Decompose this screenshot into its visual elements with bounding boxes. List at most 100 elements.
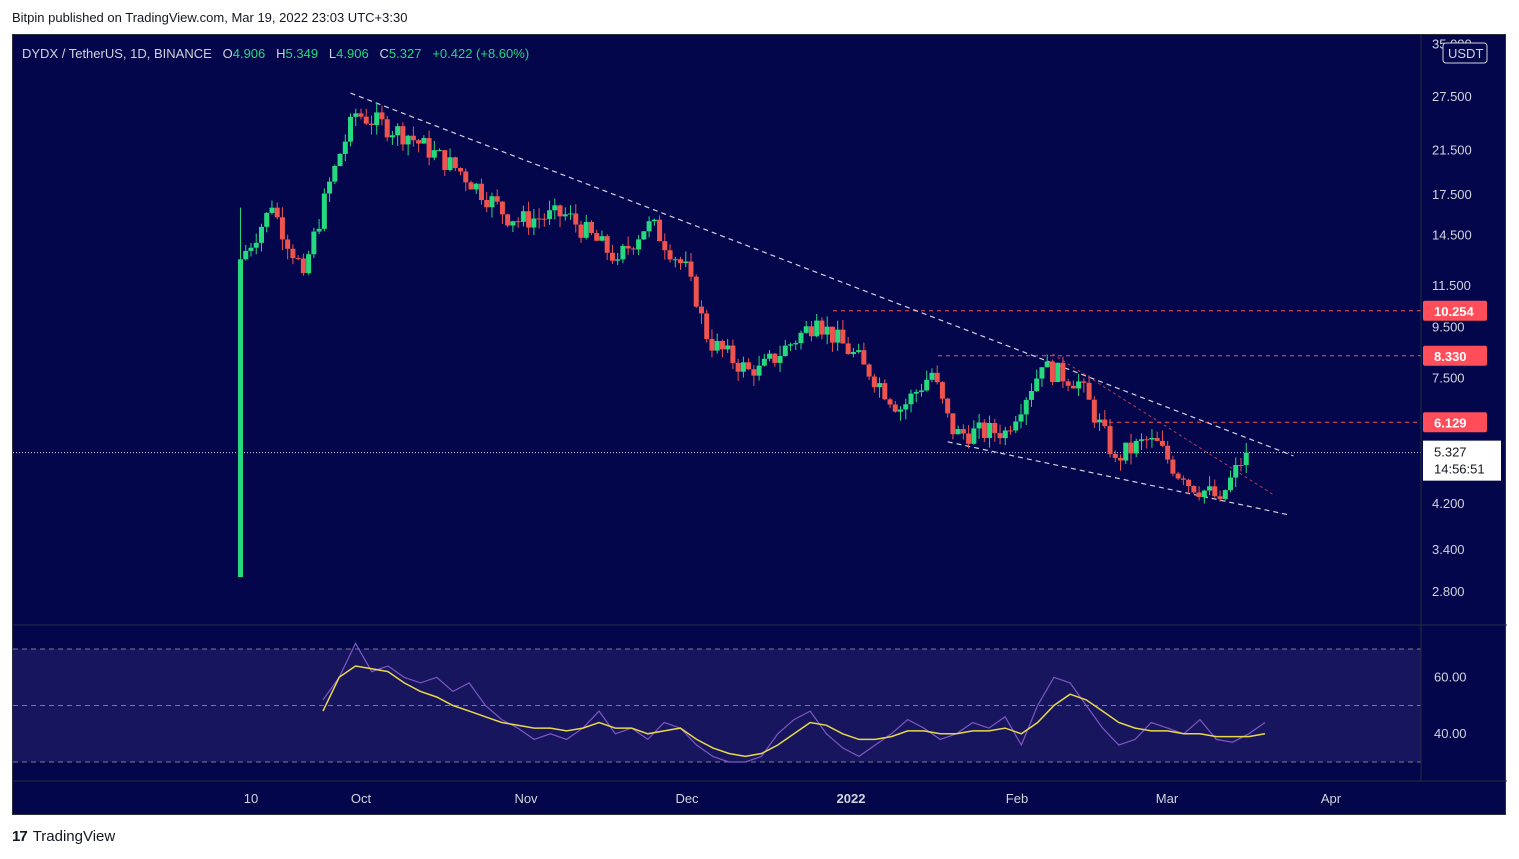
candle-body — [248, 247, 254, 251]
trendline-layer — [13, 92, 1421, 516]
candle-body — [767, 353, 773, 359]
candle-body — [615, 259, 621, 261]
candle-body — [1128, 442, 1134, 454]
candle-body — [1212, 486, 1218, 497]
time-tick-label: Oct — [351, 791, 372, 806]
symbol-legend: DYDX / TetherUS, 1D, BINANCE O4.906 H5.3… — [22, 46, 529, 61]
candle-body — [1065, 381, 1071, 386]
candle-body — [510, 221, 516, 226]
candle-body — [557, 205, 563, 217]
candle-body — [468, 182, 474, 190]
candle-body — [562, 214, 568, 217]
candle-body — [814, 320, 820, 337]
candle-body — [1196, 492, 1202, 497]
candle-body — [1028, 391, 1034, 400]
price-tick-label: 21.500 — [1432, 142, 1472, 157]
legend-low-label: L — [328, 46, 337, 61]
legend-open-label: O — [222, 46, 233, 61]
published-by-line: Bitpin published on TradingView.com, Mar… — [12, 10, 408, 25]
candle-body — [1133, 440, 1139, 454]
minor-trendline — [1052, 353, 1273, 495]
legend-change: +0.422 (+8.60%) — [432, 46, 530, 61]
candle-body — [442, 150, 448, 171]
currency-badge-label: USDT — [1448, 46, 1483, 61]
legend-low: 4.906 — [336, 46, 369, 61]
candle-body — [929, 372, 935, 380]
price-tick-label: 4.200 — [1432, 496, 1465, 511]
candle-body — [819, 320, 825, 335]
candle-body — [1149, 437, 1155, 440]
candle-body — [463, 171, 469, 183]
candle-body — [541, 218, 547, 220]
trendline-1 — [350, 92, 1294, 457]
candle-body — [274, 207, 280, 218]
candle-body — [882, 383, 888, 400]
candle-body — [1159, 440, 1165, 446]
candle-body — [1034, 378, 1040, 392]
candle-body — [913, 391, 919, 394]
candle-body — [861, 350, 867, 365]
candle-body — [903, 404, 909, 410]
candle-body — [678, 259, 684, 263]
candle-body — [431, 150, 437, 158]
candle-body — [620, 245, 626, 260]
chart-frame[interactable]: 35.00027.50021.50017.50014.50011.5009.50… — [12, 34, 1507, 816]
candle-body — [887, 399, 893, 405]
candle-body — [1201, 490, 1207, 497]
candle-body — [1023, 399, 1029, 415]
candle-body — [871, 376, 877, 388]
candle-body — [997, 433, 1003, 439]
candle-body — [306, 254, 312, 274]
price-level-badge — [1423, 300, 1487, 321]
candle-body — [473, 183, 479, 190]
candle-body — [1097, 419, 1103, 423]
price-chart[interactable]: 35.00027.50021.50017.50014.50011.5009.50… — [13, 35, 1507, 816]
legend-high: 5.349 — [285, 46, 319, 61]
candle-body — [667, 250, 673, 260]
price-level-badge — [1423, 345, 1487, 366]
candle-body — [746, 362, 752, 370]
tradingview-brand-name: TradingView — [32, 828, 116, 845]
tradingview-brand[interactable]: 17 TradingView — [12, 828, 115, 845]
price-tick-label: 2.800 — [1432, 584, 1465, 599]
candle-body — [824, 326, 830, 335]
candle-body — [751, 369, 757, 376]
candle-body — [657, 219, 663, 242]
candle-body — [987, 422, 993, 438]
candle-body — [683, 261, 689, 263]
candle-body — [489, 196, 495, 208]
candle-body — [636, 239, 642, 250]
candle-body — [1086, 382, 1092, 400]
time-tick-label: Apr — [1321, 791, 1342, 806]
candle-body — [662, 241, 668, 251]
candle-body — [531, 218, 537, 228]
candle-body — [1118, 457, 1124, 461]
currency-badge — [1442, 42, 1488, 64]
candle-body — [1008, 430, 1014, 432]
candle-body — [1144, 439, 1150, 441]
candle-body — [730, 345, 736, 363]
candle-body — [1186, 479, 1192, 487]
candle-body — [892, 404, 898, 412]
candle-body — [981, 422, 987, 438]
candle-body — [609, 252, 615, 261]
candle-body — [1154, 437, 1160, 441]
candle-body — [578, 224, 584, 238]
candle-body — [1243, 452, 1249, 466]
rsi-tick-label: 60.00 — [1434, 669, 1467, 684]
candle-body — [829, 326, 835, 343]
candle-body — [714, 340, 720, 351]
candle-body — [1222, 490, 1228, 500]
candle-body — [772, 353, 778, 363]
candle-body — [447, 157, 453, 171]
legend-close-label: C — [379, 46, 389, 61]
candle-body — [604, 236, 610, 253]
candle-body — [410, 135, 416, 141]
candle-body — [950, 413, 956, 435]
candle-body — [672, 259, 678, 261]
candle-body — [966, 433, 972, 444]
price-tick-label: 17.500 — [1432, 187, 1472, 202]
candle-body — [568, 213, 574, 215]
bar-countdown-label: 14:56:51 — [1434, 462, 1485, 477]
candle-body — [552, 205, 558, 211]
